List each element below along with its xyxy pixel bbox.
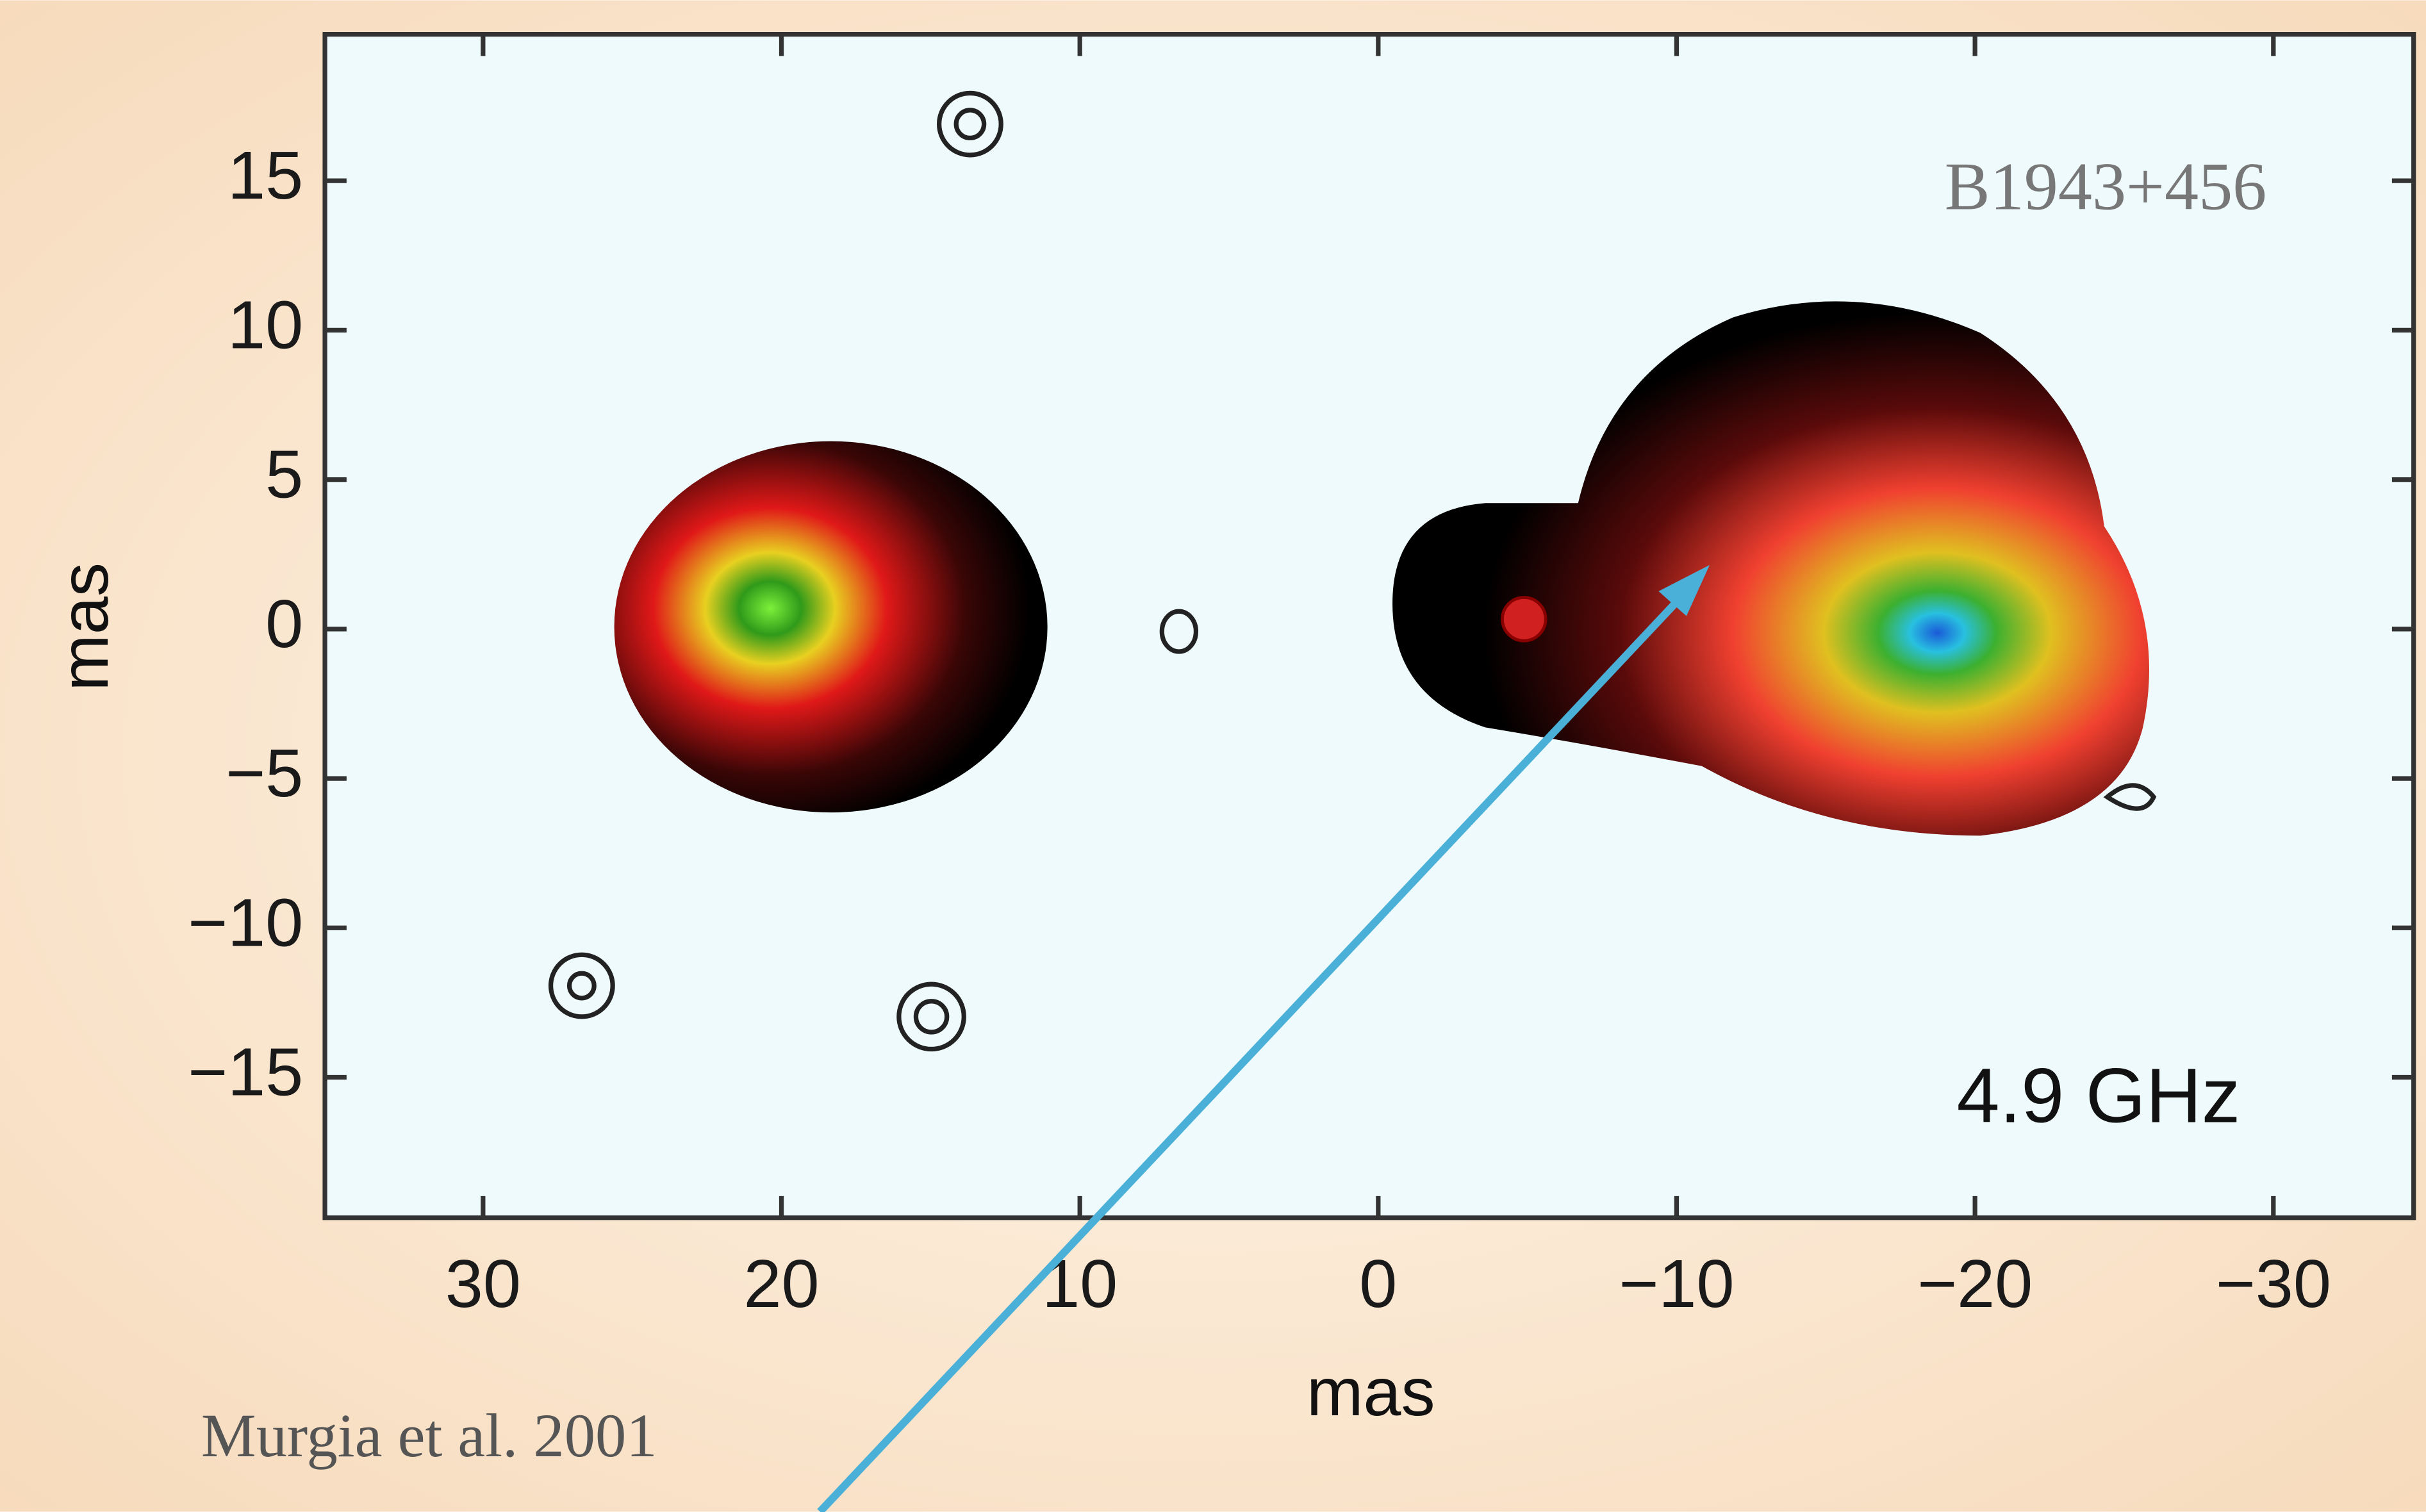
x-axis-label: mas bbox=[1307, 1354, 1435, 1430]
y-tick-label: 15 bbox=[227, 137, 303, 213]
y-tick-label: −15 bbox=[188, 1034, 303, 1110]
citation: Murgia et al. 2001 bbox=[201, 1401, 657, 1470]
x-tick-label: 20 bbox=[743, 1245, 819, 1322]
x-tick-label: 30 bbox=[445, 1245, 521, 1322]
y-tick-label: 0 bbox=[265, 586, 303, 662]
x-tick-label: 10 bbox=[1042, 1245, 1118, 1322]
left-lobe bbox=[615, 441, 1048, 812]
frequency-label: 4.9 GHz bbox=[1956, 1053, 2240, 1139]
core bbox=[1503, 598, 1546, 641]
y-axis-label: mas bbox=[46, 563, 122, 691]
y-tick-label: 5 bbox=[265, 436, 303, 513]
source-label: B1943+456 bbox=[1945, 149, 2267, 224]
x-tick-label: −10 bbox=[1619, 1245, 1734, 1322]
y-tick-label: −10 bbox=[188, 884, 303, 960]
page: {"chart_data": {"type": "contour", "xlab… bbox=[0, 0, 2426, 1512]
figure: 30 20 10 0 −10 −20 −30 −15 −10 −5 0 5 10 15 B1943+456… bbox=[0, 0, 2426, 1512]
y-tick-label: −5 bbox=[226, 735, 303, 811]
y-tick-label: 10 bbox=[227, 286, 303, 363]
x-tick-label: −20 bbox=[1917, 1245, 2033, 1322]
x-tick-label: −30 bbox=[2216, 1245, 2331, 1322]
x-tick-label: 0 bbox=[1359, 1245, 1397, 1322]
